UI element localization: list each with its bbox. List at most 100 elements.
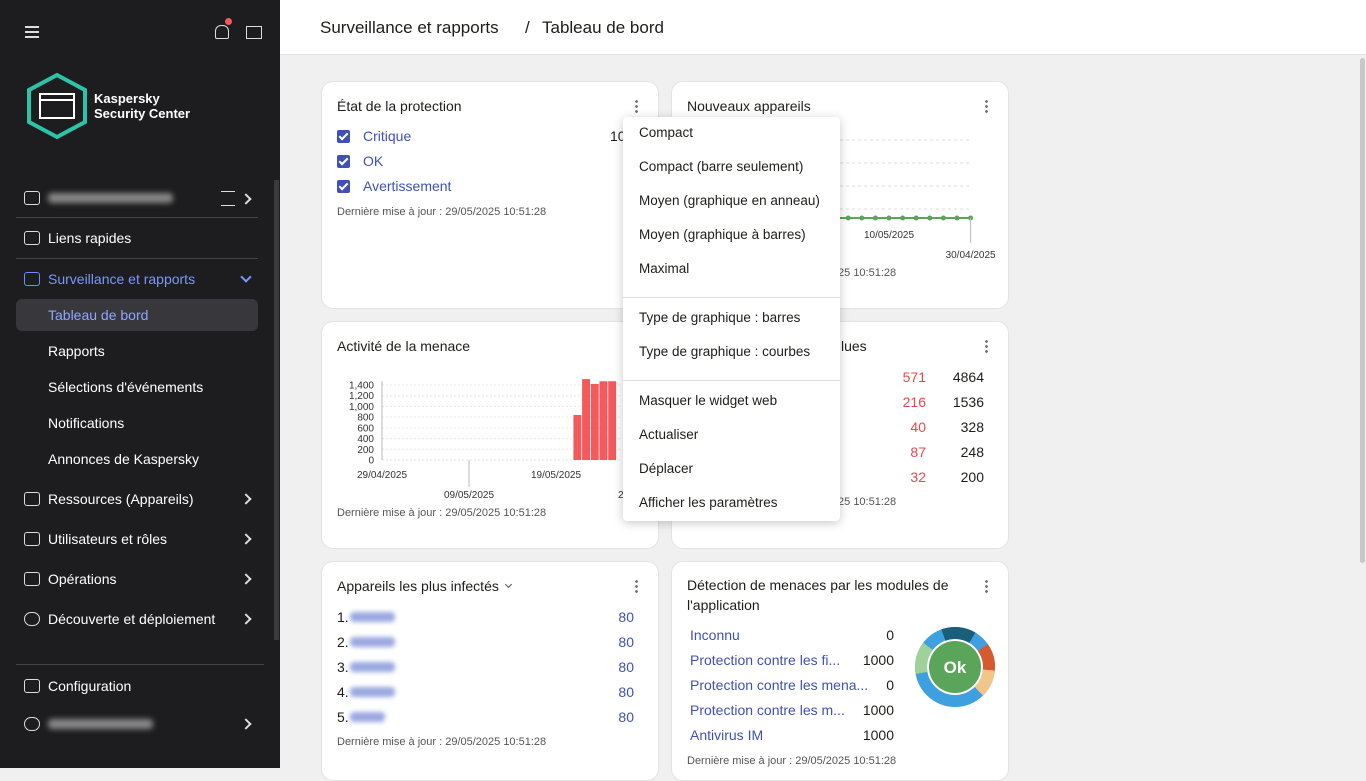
nav-item[interactable]: Opérations xyxy=(48,571,117,587)
nav-item[interactable]: Découverte et déploiement xyxy=(48,611,216,627)
divider xyxy=(16,217,258,218)
section-icon xyxy=(24,612,40,626)
menu-separator xyxy=(623,297,840,298)
notification-badge xyxy=(225,18,232,25)
menu-item[interactable]: Maximal xyxy=(639,261,690,276)
menu-item[interactable]: Déplacer xyxy=(639,461,694,476)
bar xyxy=(599,381,608,460)
menu-item[interactable]: Type de graphique : courbes xyxy=(639,344,811,359)
menu-item[interactable]: Masquer le widget web xyxy=(639,393,778,408)
vuln-total: 1536 xyxy=(952,394,984,410)
server-settings[interactable] xyxy=(221,191,235,206)
menu-button[interactable] xyxy=(25,26,39,38)
device-name-redacted[interactable] xyxy=(350,662,395,672)
bar xyxy=(573,415,582,460)
user-name-redacted xyxy=(48,719,153,729)
chevron xyxy=(240,193,252,205)
breadcrumb[interactable]: Surveillance et rapports xyxy=(320,18,499,37)
checkbox[interactable] xyxy=(337,155,350,168)
y-tick-label: 200 xyxy=(357,445,374,456)
nav-subitem[interactable]: Notifications xyxy=(48,415,125,431)
widget-menu-button[interactable] xyxy=(635,579,638,593)
module-link[interactable]: Protection contre les mena... xyxy=(690,677,869,693)
y-tick-label: 1,400 xyxy=(349,381,374,392)
scrollbar xyxy=(274,180,279,640)
infection-count[interactable]: 80 xyxy=(618,709,634,725)
vuln-total: 248 xyxy=(960,444,984,460)
section-icon xyxy=(24,572,40,586)
point xyxy=(913,215,919,221)
infection-count[interactable]: 80 xyxy=(618,684,634,700)
nav-subitem[interactable]: Annonces de Kaspersky xyxy=(48,451,199,467)
x-tick-label: 30/04/2025 xyxy=(946,250,996,261)
device-name-redacted[interactable] xyxy=(350,712,385,722)
chevron xyxy=(240,613,252,625)
widget-menu-button[interactable] xyxy=(985,99,988,113)
widget-title[interactable]: Appareils les plus infectés xyxy=(337,578,499,594)
status-link[interactable]: Avertissement xyxy=(363,178,452,194)
nav-subitem[interactable]: Tableau de bord xyxy=(48,307,149,323)
help-button[interactable] xyxy=(246,26,262,39)
dropdown-caret xyxy=(504,580,513,589)
vuln-count: 571 xyxy=(902,369,926,385)
menu-item[interactable]: Afficher les paramètres xyxy=(639,495,778,510)
nav-item[interactable]: Configuration xyxy=(48,678,132,694)
infection-count[interactable]: 80 xyxy=(618,609,634,625)
widget: État de la protection Critique 1000 OK A… xyxy=(321,81,659,309)
menu-item[interactable]: Compact xyxy=(639,125,694,140)
menu-separator xyxy=(623,380,840,381)
nav-item[interactable]: Ressources (Appareils) xyxy=(48,491,194,507)
nav-subitem[interactable]: Rapports xyxy=(48,343,105,359)
widget-title: État de la protection xyxy=(337,98,462,114)
bar xyxy=(582,379,590,460)
menu-item[interactable]: Compact (barre seulement) xyxy=(639,159,804,174)
nav-item[interactable]: Surveillance et rapports xyxy=(48,271,196,287)
checkbox[interactable] xyxy=(337,180,350,193)
widget-menu-button[interactable] xyxy=(985,579,988,593)
section-icon xyxy=(24,532,40,546)
point xyxy=(954,215,960,221)
device-name-redacted[interactable] xyxy=(350,637,395,647)
notifications-button[interactable] xyxy=(215,25,229,39)
infection-count[interactable]: 80 xyxy=(618,634,634,650)
nav-item[interactable]: Utilisateurs et rôles xyxy=(48,531,168,547)
breadcrumb-separator: / xyxy=(525,18,530,37)
infection-count[interactable]: 80 xyxy=(618,659,634,675)
vuln-count: 216 xyxy=(902,394,926,410)
module-link[interactable]: Protection contre les m... xyxy=(690,702,845,718)
point xyxy=(859,215,865,221)
chevron xyxy=(240,718,252,730)
device-name-redacted[interactable] xyxy=(350,687,395,697)
menu-item[interactable]: Type de graphique : barres xyxy=(639,310,801,325)
module-link[interactable]: Protection contre les fi... xyxy=(690,652,841,668)
checkbox[interactable] xyxy=(337,130,350,143)
nav-item[interactable]: Liens rapides xyxy=(48,230,132,246)
vuln-total: 4864 xyxy=(952,369,984,385)
quick-links-icon xyxy=(24,231,40,245)
bar xyxy=(590,383,599,460)
module-link[interactable]: Antivirus IM xyxy=(690,727,764,743)
status-link[interactable]: OK xyxy=(363,153,384,169)
status-link[interactable]: Critique xyxy=(363,128,412,144)
widget-title: lues xyxy=(841,338,867,354)
topbar: Surveillance et rapports / Tableau de bo… xyxy=(280,0,1366,55)
bar xyxy=(608,381,617,460)
user-icon xyxy=(24,717,40,731)
chevron xyxy=(240,271,252,283)
menu-item[interactable]: Actualiser xyxy=(639,427,699,442)
widget-menu-button[interactable] xyxy=(985,339,988,353)
menu-item[interactable]: Moyen (graphique à barres) xyxy=(639,227,806,242)
widget-menu-button[interactable] xyxy=(635,99,638,113)
vuln-total: 328 xyxy=(960,419,984,435)
server-name-redacted xyxy=(48,193,173,203)
module-link[interactable]: Inconnu xyxy=(690,627,740,643)
last-update: Dernière mise à jour : 29/05/2025 10:51:… xyxy=(337,507,547,519)
nav-subitem[interactable]: Sélections d'événements xyxy=(48,379,204,395)
menu-item[interactable]: Moyen (graphique en anneau) xyxy=(639,193,820,208)
rank: 4. xyxy=(337,684,349,700)
x-tick-label: 10/05/2025 xyxy=(864,230,914,241)
device-name-redacted[interactable] xyxy=(350,612,395,622)
widget: Appareils les plus infectés Dernière mis… xyxy=(321,561,659,781)
